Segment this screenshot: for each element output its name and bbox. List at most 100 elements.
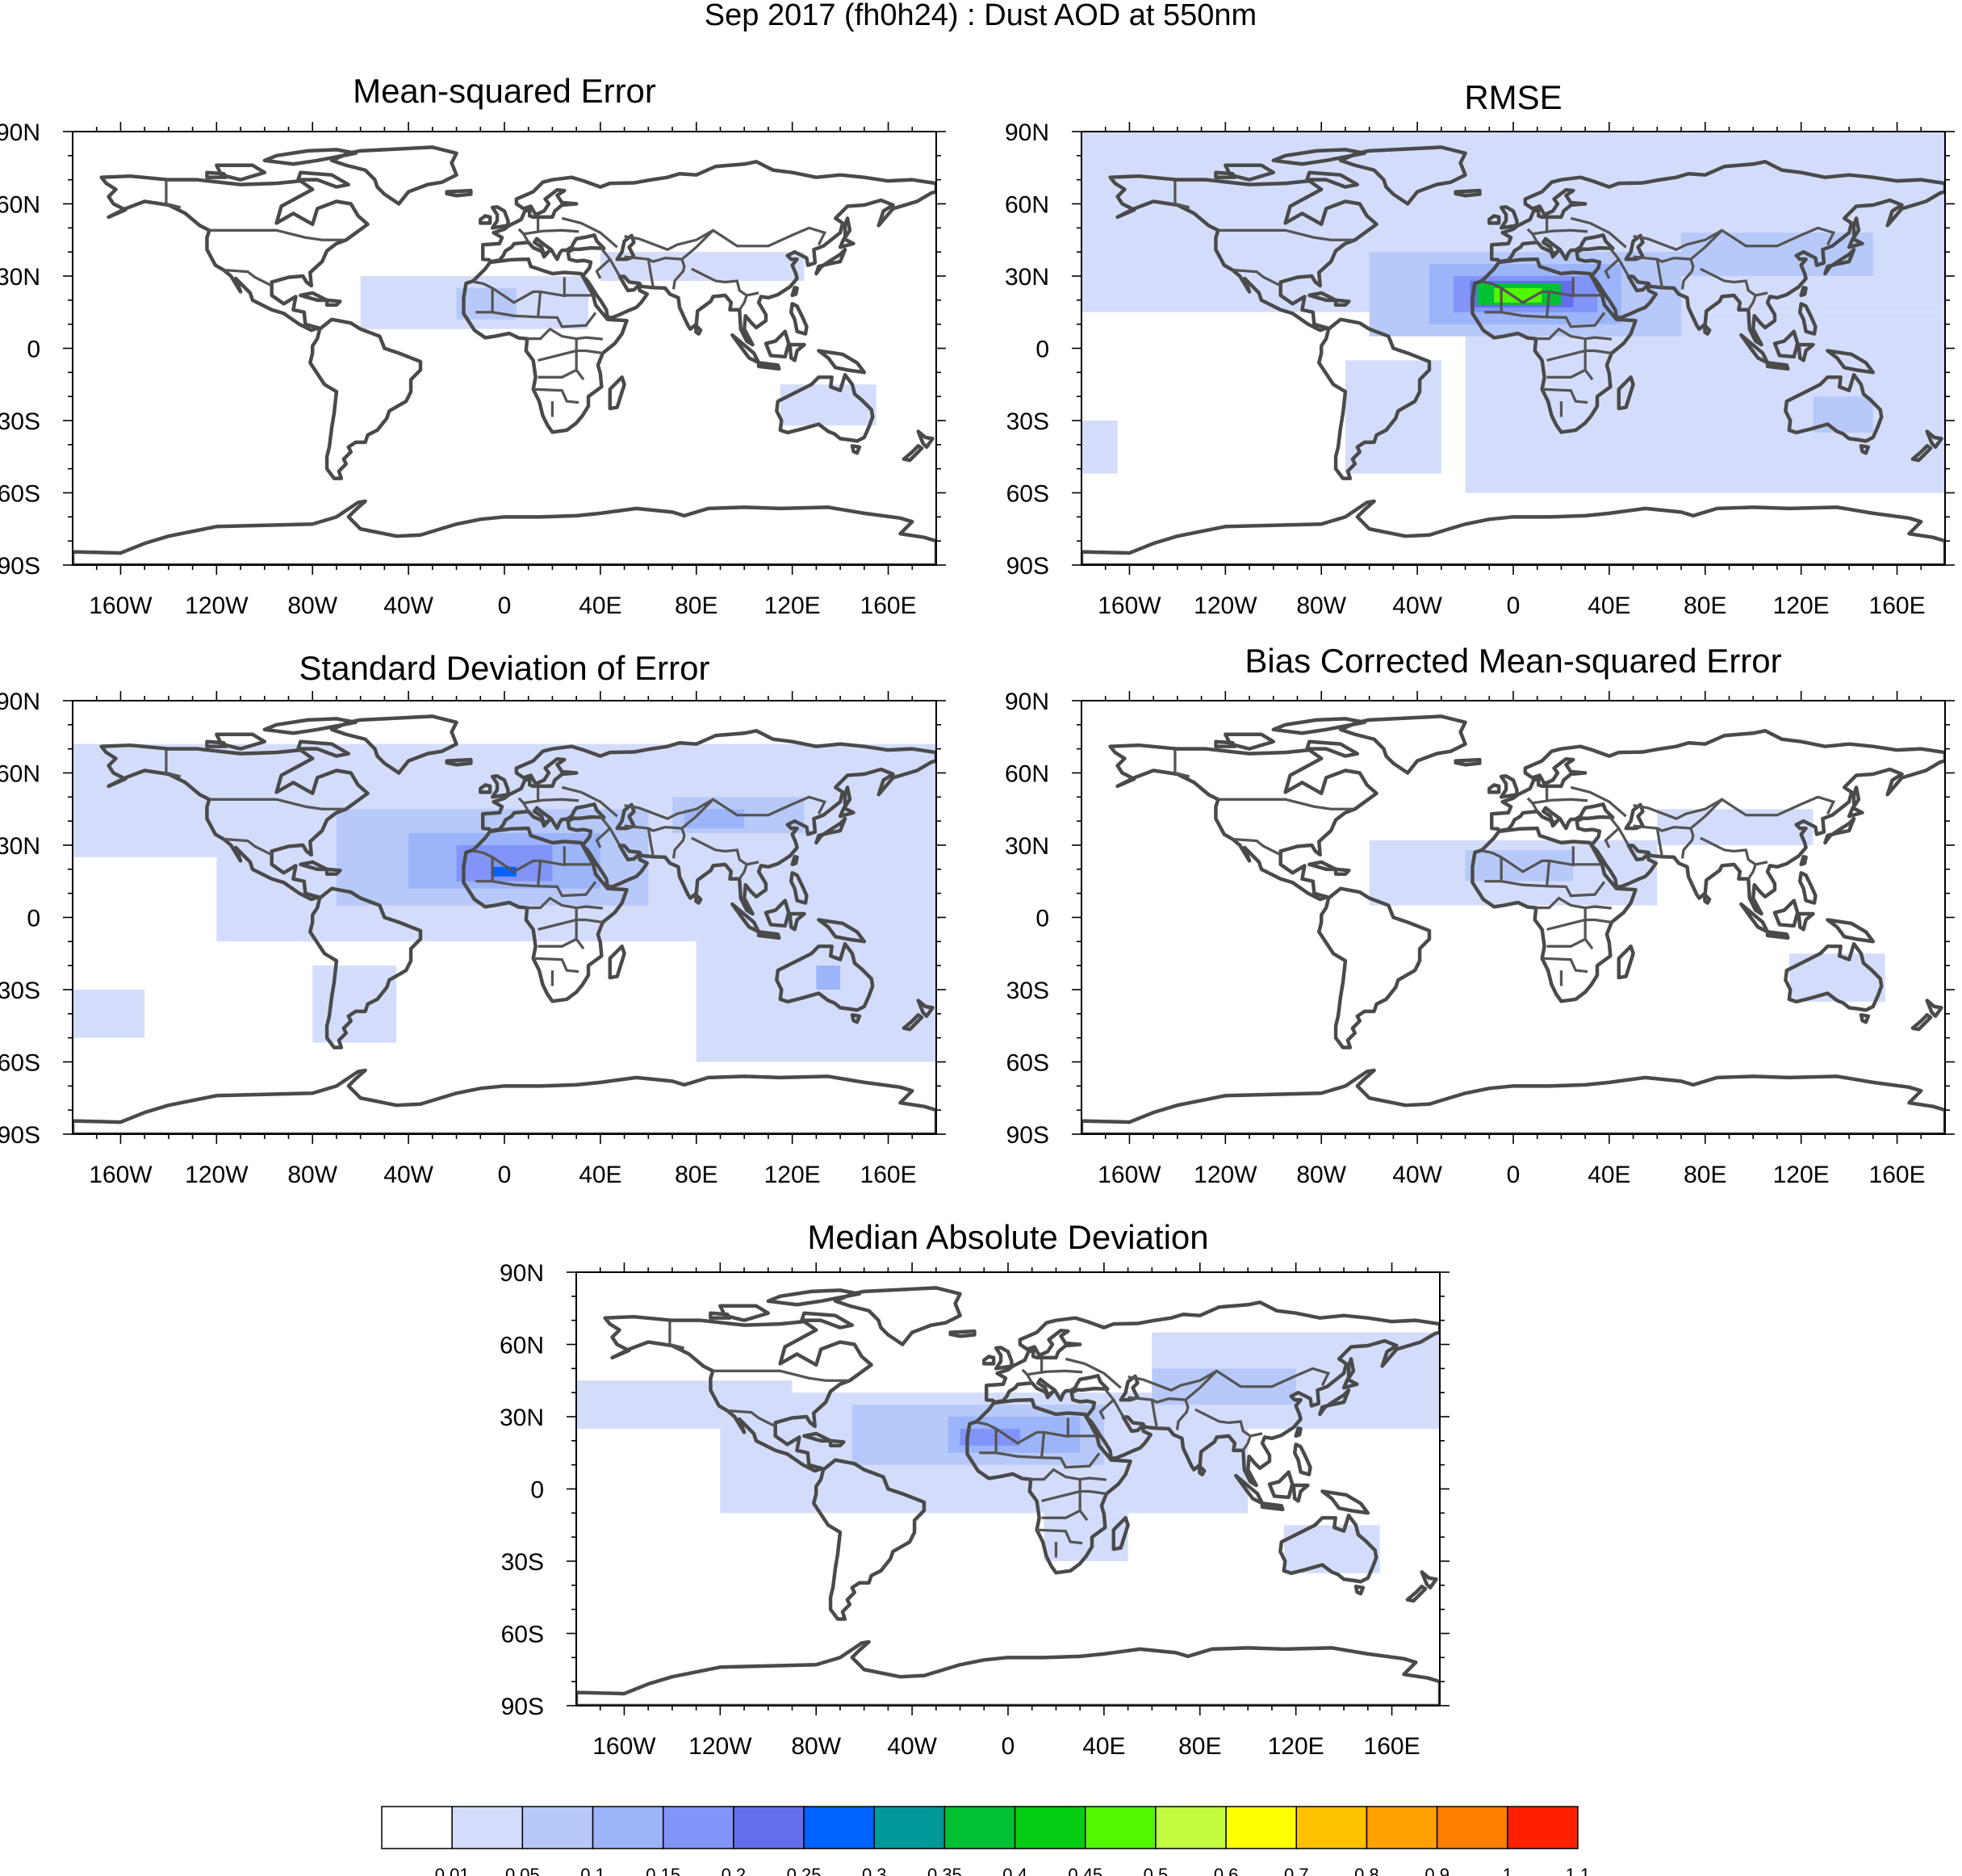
aod-field bbox=[960, 1428, 1020, 1446]
lon-tick-label: 80W bbox=[287, 1162, 337, 1188]
lat-tick-label: 90S bbox=[1006, 1122, 1049, 1149]
colorbar-swatch bbox=[1085, 1806, 1157, 1849]
colorbar-swatch bbox=[521, 1806, 594, 1849]
colorbar-swatch bbox=[1014, 1806, 1086, 1849]
lat-tick-label: 60S bbox=[501, 1622, 544, 1648]
colorbar-swatch bbox=[1155, 1806, 1227, 1849]
figure-title: Sep 2017 (fh0h24) : Dust AOD at 550nm bbox=[705, 0, 1257, 32]
lat-tick-label: 30S bbox=[1006, 978, 1049, 1004]
colorbar-swatch bbox=[1366, 1806, 1438, 1849]
lon-tick-label: 160W bbox=[592, 1733, 656, 1760]
lon-tick-label: 80W bbox=[287, 593, 337, 619]
lat-tick-label: 30N bbox=[0, 833, 40, 860]
aod-field bbox=[1345, 360, 1441, 474]
colorbar-label: 0.9 bbox=[1424, 1865, 1450, 1876]
lat-tick-label: 0 bbox=[27, 337, 40, 363]
lat-tick-label: 30S bbox=[1006, 408, 1049, 435]
colorbar-swatch bbox=[592, 1806, 664, 1849]
colorbar-label: 0.45 bbox=[1068, 1865, 1102, 1876]
lon-tick-label: 120W bbox=[185, 1162, 249, 1188]
map-panel: Mean-squared Error 90N 60N 30N 0 30S 60S 90S 160… bbox=[0, 72, 946, 619]
colorbar-label: 0.15 bbox=[646, 1865, 680, 1876]
lon-tick-label: 120W bbox=[688, 1733, 752, 1760]
lat-tick-label: 90N bbox=[1005, 119, 1049, 146]
colorbar-swatch bbox=[1295, 1806, 1368, 1849]
lon-tick-label: 80W bbox=[1296, 593, 1346, 619]
lat-tick-label: 30N bbox=[0, 264, 40, 291]
lat-tick-label: 90N bbox=[0, 689, 40, 715]
lat-tick-label: 90N bbox=[500, 1260, 544, 1287]
coastline bbox=[1081, 716, 1945, 1134]
lon-tick-label: 160W bbox=[1098, 593, 1161, 619]
lat-tick-label: 0 bbox=[530, 1477, 544, 1504]
colorbar-swatch bbox=[1225, 1806, 1298, 1849]
aod-field bbox=[780, 384, 876, 425]
colorbar-swatch bbox=[873, 1806, 946, 1849]
lon-tick-label: 0 bbox=[498, 593, 512, 619]
coastline bbox=[73, 147, 936, 565]
lat-tick-label: 60N bbox=[500, 1333, 544, 1359]
lat-tick-label: 30S bbox=[501, 1549, 544, 1576]
lon-tick-label: 80W bbox=[1296, 1162, 1346, 1188]
colorbar-label: 0.2 bbox=[722, 1865, 747, 1876]
colorbar-label: 0.7 bbox=[1284, 1865, 1309, 1876]
lon-tick-label: 40W bbox=[887, 1733, 937, 1760]
lat-tick-label: 0 bbox=[27, 906, 40, 932]
lat-tick-label: 60N bbox=[1005, 192, 1049, 219]
lat-tick-label: 0 bbox=[1035, 906, 1049, 932]
colorbar-swatch bbox=[1436, 1806, 1508, 1849]
colorbar-swatch bbox=[662, 1806, 734, 1849]
colorbar-label: 0.25 bbox=[787, 1865, 822, 1876]
map-panel: Bias Corrected Mean-squared Error 90N 60N 3… bbox=[1005, 642, 1955, 1188]
colorbar-label: 0.1 bbox=[580, 1865, 605, 1876]
lat-tick-label: 30N bbox=[1005, 264, 1049, 291]
lon-tick-label: 40W bbox=[383, 593, 433, 619]
lon-tick-label: 160E bbox=[860, 1162, 917, 1188]
colorbar-label: 0.3 bbox=[862, 1865, 887, 1876]
lat-tick-label: 60S bbox=[1006, 481, 1049, 508]
aod-field bbox=[492, 866, 517, 877]
lon-tick-label: 120E bbox=[1773, 1162, 1830, 1188]
lon-tick-label: 120E bbox=[764, 593, 821, 619]
colorbar-label: 0.8 bbox=[1354, 1865, 1379, 1876]
lon-tick-label: 160E bbox=[1364, 1733, 1420, 1760]
lat-tick-label: 60N bbox=[1005, 761, 1049, 788]
lon-tick-label: 120E bbox=[764, 1162, 821, 1188]
lon-tick-label: 40W bbox=[1392, 593, 1442, 619]
colorbar-label: 0.35 bbox=[927, 1865, 962, 1876]
colorbar-label: 0.4 bbox=[1002, 1865, 1027, 1876]
lat-tick-label: 60S bbox=[0, 1050, 40, 1077]
map-panel: Median Absolute Deviation 90N 60N 30N 0 30S 60… bbox=[500, 1218, 1450, 1760]
lon-tick-label: 0 bbox=[1002, 1733, 1015, 1760]
colorbar-label: 0.5 bbox=[1144, 1865, 1169, 1876]
lat-tick-label: 90N bbox=[0, 119, 40, 146]
colorbar-label: 1.1 bbox=[1566, 1865, 1591, 1876]
lat-tick-label: 90S bbox=[0, 1122, 40, 1149]
lat-tick-label: 30S bbox=[0, 978, 40, 1004]
lon-tick-label: 80E bbox=[675, 1162, 717, 1188]
map-panel: Standard Deviation of Error 90N 60N 30N 0 30S… bbox=[0, 649, 946, 1188]
colorbar-label: 0.01 bbox=[435, 1865, 470, 1876]
lon-tick-label: 40E bbox=[1588, 1162, 1630, 1188]
colorbar-label: 0.05 bbox=[505, 1865, 540, 1876]
colorbar-label: 1 bbox=[1503, 1865, 1512, 1876]
lat-tick-label: 30N bbox=[500, 1405, 544, 1431]
lat-tick-label: 0 bbox=[1035, 337, 1049, 363]
lat-tick-label: 60S bbox=[1006, 1050, 1049, 1077]
lon-tick-label: 40W bbox=[1392, 1162, 1442, 1188]
lon-tick-label: 160W bbox=[1098, 1162, 1161, 1188]
lon-tick-label: 80E bbox=[675, 593, 717, 619]
lon-tick-label: 120W bbox=[1194, 593, 1257, 619]
lat-tick-label: 60N bbox=[0, 761, 40, 788]
aod-field bbox=[73, 990, 145, 1038]
lon-tick-label: 40W bbox=[383, 1162, 433, 1188]
colorbar-swatch bbox=[733, 1806, 805, 1849]
lon-tick-label: 40E bbox=[1082, 1733, 1125, 1760]
colorbar: 0.01 0.05 0.1 0.15 0.2 0.25 0.3 0.35 0.4 0.45 0.5 0… bbox=[381, 1806, 1591, 1876]
lon-tick-label: 120W bbox=[1194, 1162, 1257, 1188]
lon-tick-label: 80E bbox=[1684, 1162, 1726, 1188]
colorbar-label: 0.6 bbox=[1214, 1865, 1239, 1876]
lon-tick-label: 40E bbox=[1588, 593, 1630, 619]
lat-tick-label: 60S bbox=[0, 481, 40, 508]
